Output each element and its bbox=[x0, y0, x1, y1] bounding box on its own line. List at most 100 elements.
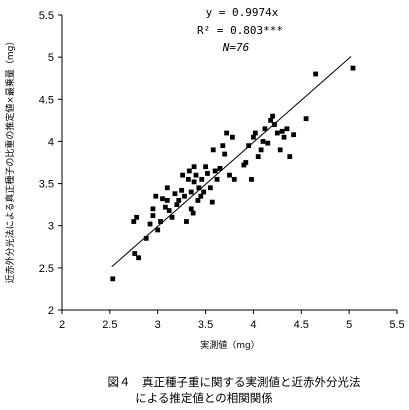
data-point bbox=[110, 276, 116, 282]
y-tick-label: 5.5 bbox=[39, 10, 54, 22]
data-points bbox=[110, 65, 356, 282]
data-point bbox=[193, 172, 199, 178]
data-point bbox=[134, 214, 140, 220]
data-point bbox=[182, 193, 187, 199]
x-tick-label: 4 bbox=[250, 319, 256, 331]
x-tick-label: 3.5 bbox=[198, 319, 213, 331]
regression-line-group bbox=[111, 56, 352, 268]
figure-caption-line-2: による推定値との相関関係 bbox=[135, 391, 273, 405]
data-point bbox=[131, 219, 137, 224]
data-point bbox=[268, 117, 274, 123]
y-tick-label: 2 bbox=[48, 305, 54, 317]
data-point bbox=[155, 227, 161, 233]
data-point bbox=[231, 176, 237, 182]
x-tick-label: 3 bbox=[155, 319, 161, 331]
data-point bbox=[180, 172, 185, 178]
data-point bbox=[205, 171, 210, 176]
figure-caption-line-1: 図４ 真正種子重に関する実測値と近赤外分光法 bbox=[108, 375, 361, 389]
y-tick-label: 4.5 bbox=[39, 94, 54, 106]
data-point bbox=[217, 166, 223, 171]
data-point bbox=[136, 255, 141, 261]
data-point bbox=[185, 176, 191, 182]
data-point bbox=[191, 164, 197, 170]
data-point bbox=[188, 189, 194, 195]
data-point bbox=[222, 151, 228, 157]
data-point bbox=[190, 210, 196, 216]
data-point bbox=[179, 187, 185, 193]
data-point bbox=[241, 162, 247, 168]
data-point bbox=[265, 140, 271, 146]
data-point bbox=[277, 147, 283, 153]
data-point bbox=[243, 160, 249, 165]
data-point bbox=[262, 126, 268, 132]
equation-annotation: y = 0.9974x bbox=[206, 6, 279, 19]
data-point bbox=[258, 147, 264, 153]
data-point bbox=[195, 198, 201, 203]
data-point bbox=[188, 206, 194, 212]
data-point bbox=[260, 139, 266, 144]
data-point bbox=[227, 172, 232, 178]
y-tick-label: 5 bbox=[48, 52, 54, 64]
data-point bbox=[214, 176, 220, 182]
r-squared-annotation: R² = 0.803*** bbox=[197, 24, 283, 37]
x-tick-label: 2 bbox=[59, 319, 65, 331]
data-point bbox=[176, 198, 182, 203]
data-point bbox=[287, 154, 293, 159]
data-point bbox=[212, 168, 218, 174]
data-point bbox=[279, 128, 285, 134]
data-point bbox=[174, 202, 180, 208]
data-point bbox=[350, 65, 356, 71]
data-point bbox=[150, 213, 156, 218]
data-point bbox=[184, 219, 189, 224]
data-point bbox=[164, 185, 170, 191]
data-point bbox=[158, 219, 163, 224]
data-point bbox=[147, 221, 153, 227]
data-point bbox=[201, 189, 207, 195]
data-point bbox=[191, 179, 197, 185]
data-point bbox=[143, 235, 149, 241]
data-point bbox=[281, 134, 287, 140]
y-tick-label: 4 bbox=[48, 136, 54, 148]
sample-size-annotation: N=76 bbox=[222, 41, 250, 54]
data-point bbox=[284, 126, 290, 132]
data-point bbox=[272, 122, 277, 127]
data-point bbox=[172, 191, 178, 197]
x-tick-label: 5.5 bbox=[389, 319, 404, 331]
x-tick-label: 5 bbox=[346, 319, 352, 331]
plot-area bbox=[61, 15, 397, 311]
data-point bbox=[255, 154, 261, 159]
data-point bbox=[246, 143, 252, 149]
regression-line bbox=[111, 56, 352, 268]
data-point bbox=[153, 193, 159, 199]
y-tick-label: 2.5 bbox=[39, 263, 54, 275]
data-point bbox=[186, 168, 192, 174]
data-point bbox=[166, 208, 172, 213]
data-point bbox=[252, 130, 258, 136]
data-point bbox=[220, 143, 226, 149]
data-point bbox=[210, 147, 216, 153]
y-axis-title: 近赤外分光法による真正種子の比重の推定値×最乗量（mg） bbox=[4, 37, 16, 284]
x-tick-label: 2.5 bbox=[102, 319, 117, 331]
data-point bbox=[198, 193, 204, 199]
data-point bbox=[132, 251, 138, 256]
x-axis-title: 実測値（mg） bbox=[200, 339, 259, 351]
data-point bbox=[291, 132, 297, 138]
y-tick-label: 3 bbox=[48, 221, 54, 233]
data-point bbox=[303, 116, 309, 122]
data-point bbox=[224, 130, 230, 136]
data-point bbox=[249, 176, 254, 182]
data-point bbox=[313, 71, 319, 77]
data-point bbox=[150, 206, 156, 212]
data-point bbox=[203, 164, 208, 170]
x-tick-label: 4.5 bbox=[294, 319, 309, 331]
data-point bbox=[199, 176, 205, 182]
data-point bbox=[160, 196, 165, 202]
data-point bbox=[169, 214, 175, 220]
x-axis-ticks: 2 2.5 3 3.5 4 4.5 5 5.5 bbox=[59, 310, 405, 331]
data-point bbox=[274, 130, 280, 136]
data-point bbox=[209, 199, 215, 205]
data-point bbox=[196, 185, 202, 191]
data-point bbox=[229, 134, 235, 140]
data-point bbox=[270, 113, 275, 119]
